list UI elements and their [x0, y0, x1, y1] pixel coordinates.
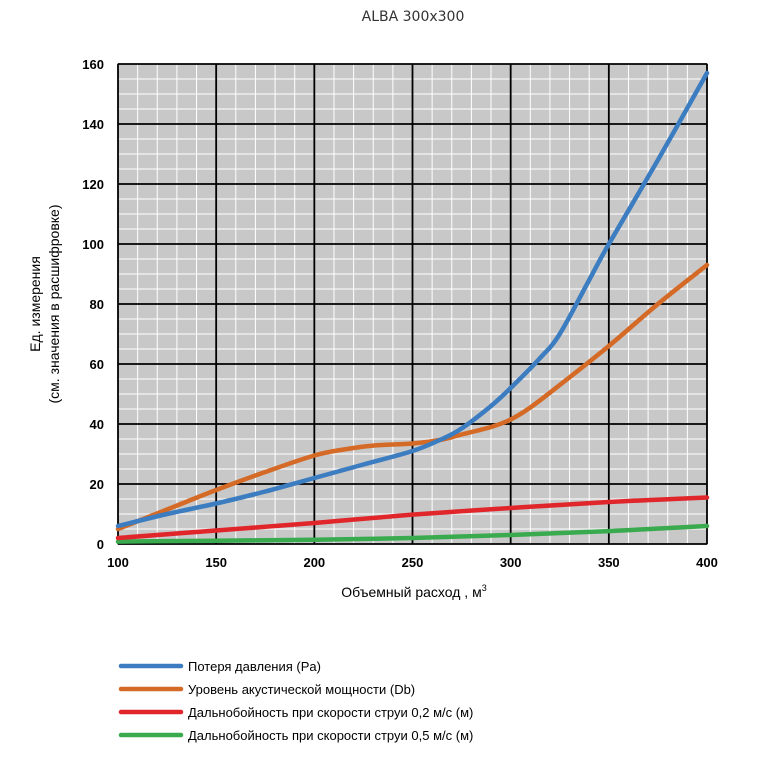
y-tick-label: 40: [90, 417, 104, 432]
series-layer: [115, 70, 710, 544]
x-tick-labels: 100 150 200 250 300 350 400: [107, 555, 718, 570]
x-tick-label: 200: [303, 555, 325, 570]
y-tick-label: 0: [97, 537, 104, 552]
y-tick-label: 140: [82, 117, 104, 132]
chart-title: ALBA 300x300: [362, 9, 465, 25]
y-tick-label: 80: [90, 297, 104, 312]
x-axis-label-text: Объемный расход , м: [341, 584, 481, 600]
legend: Потеря давления (Pa) Уровень акустической…: [118, 659, 473, 743]
legend-label-1: Потеря давления (Pa): [188, 659, 321, 674]
x-axis-label-superscript: 3: [482, 583, 487, 593]
series-line-1: [115, 70, 710, 529]
y-axis-label: Ед. измерения (см. значения в расшифровк…: [27, 204, 62, 403]
y-tick-label: 100: [82, 237, 104, 252]
y-tick-label: 160: [82, 57, 104, 72]
x-tick-label: 250: [402, 555, 424, 570]
x-tick-label: 400: [696, 555, 718, 570]
y-tick-label: 60: [90, 357, 104, 372]
x-tick-label: 300: [500, 555, 522, 570]
x-tick-label: 100: [107, 555, 129, 570]
y-axis-label-line1: Ед. измерения: [27, 256, 43, 352]
x-tick-label: 350: [598, 555, 620, 570]
y-tick-label: 120: [82, 177, 104, 192]
series-line-3: [115, 495, 710, 541]
legend-label-2: Уровень акустической мощности (Db): [188, 682, 415, 697]
y-axis-label-line2: (см. значения в расшифровке): [46, 204, 62, 403]
plot-frame: [117, 63, 708, 545]
y-tick-label: 20: [90, 477, 104, 492]
x-tick-label: 150: [205, 555, 227, 570]
x-axis-label: Объемный расход , м3: [341, 583, 486, 600]
legend-label-3: Дальнобойность при скорости струи 0,2 м/…: [188, 705, 473, 720]
legend-label-4: Дальнобойность при скорости струи 0,5 м/…: [188, 728, 473, 743]
y-tick-labels: 0 20 40 60 80 100 120 140 160: [82, 57, 104, 552]
series-line-4: [115, 523, 710, 544]
